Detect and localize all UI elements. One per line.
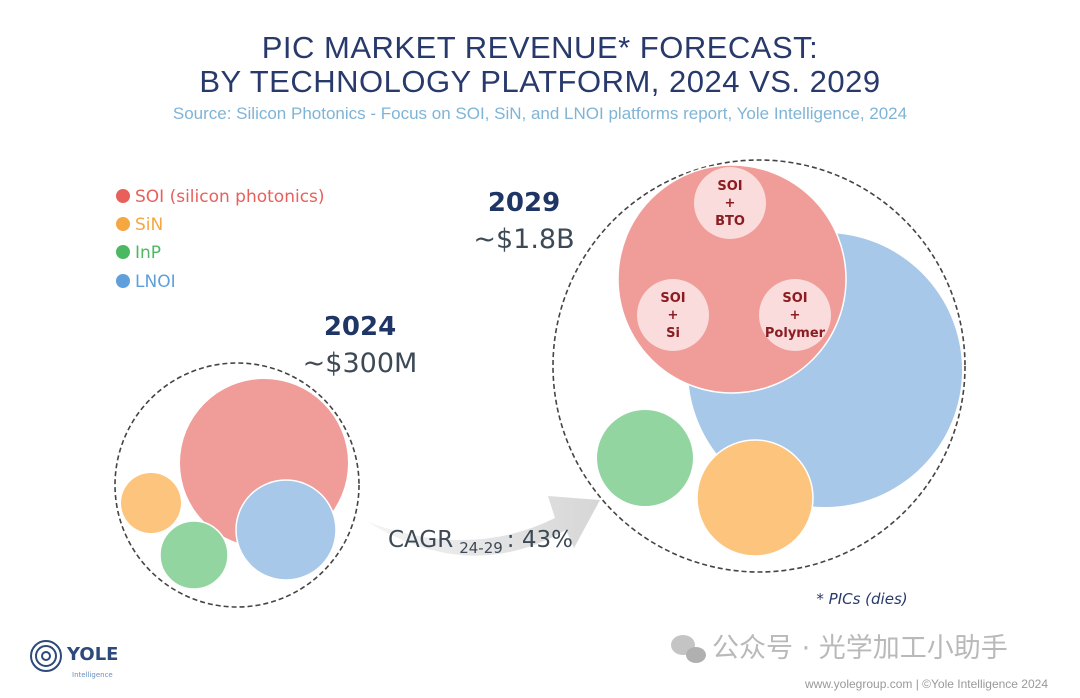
segment-soi-bto: SOI + BTO [694,167,766,239]
footer-credit: www.yolegroup.com | ©Yole Intelligence 2… [804,677,1048,691]
title-line-2: BY TECHNOLOGY PLATFORM, 2024 VS. 2029 [199,64,880,99]
legend-label-sin: SiN [135,215,163,235]
revenue-2029-label: ~$1.8B [473,224,574,255]
bubble-cluster-2029: 2029 ~$1.8B SOI + BTO SOI + Si SOI + Pol… [473,159,966,573]
bubble-2024-lnoi [235,479,337,581]
title-line-1: PIC MARKET REVENUE* FORECAST: [262,30,819,65]
logo-text: YOLE [66,644,118,665]
legend: SOI (silicon photonics) SiN InP LNOI [116,187,325,292]
logo-swirl-icon [30,640,62,672]
yole-logo: YOLE Intelligence [30,640,118,679]
segment-bubble [637,279,709,351]
watermark-text: 公众号 · 光学加工小助手 [712,633,1008,664]
segment-text: + [790,308,801,323]
total-2029-outline [552,159,966,573]
legend-dot-lnoi [116,274,130,288]
segment-soi-polymer: SOI + Polymer [759,279,831,351]
legend-label-inp: InP [135,243,161,263]
footnote: * PICs (dies) [816,590,907,608]
legend-label-soi: SOI (silicon photonics) [135,187,325,207]
source-subtitle: Source: Silicon Photonics - Focus on SOI… [173,104,907,123]
segment-text: SOI [660,291,685,306]
segment-text: + [668,308,679,323]
segment-text: BTO [715,214,745,229]
bubble-2029-sin [696,439,814,557]
segment-text: Polymer [765,326,826,341]
legend-dot-inp [116,245,130,259]
segment-text: + [725,196,736,211]
revenue-2024-label: ~$300M [303,348,418,379]
segment-bubble [759,279,831,351]
logo-swirl-core [41,651,51,661]
year-2024-label: 2024 [324,312,396,342]
bubble-2024-sin [121,473,181,533]
segment-text: Si [666,326,680,341]
bubble-cluster-2024: 2024 ~$300M [114,312,418,608]
logo-subtext: Intelligence [72,671,113,679]
legend-label-lnoi: LNOI [135,272,176,292]
legend-dot-sin [116,217,130,231]
bubble-2029-inp [597,410,693,506]
total-2024-outline [114,362,360,608]
logo-swirl-inner [35,645,57,667]
year-2029-label: 2029 [488,188,560,218]
cagr-label: CAGR 24-29: 43% [388,527,573,557]
growth-arrow [368,496,600,556]
segment-text: SOI [782,291,807,306]
bubble-2024-inp [159,520,229,590]
segment-text: SOI [717,179,742,194]
legend-dot-soi [116,189,130,203]
wechat-icon-bubble [686,647,706,663]
wechat-watermark: 公众号 · 光学加工小助手 [671,633,1008,664]
segment-bubble [694,167,766,239]
segment-soi-si: SOI + Si [637,279,709,351]
